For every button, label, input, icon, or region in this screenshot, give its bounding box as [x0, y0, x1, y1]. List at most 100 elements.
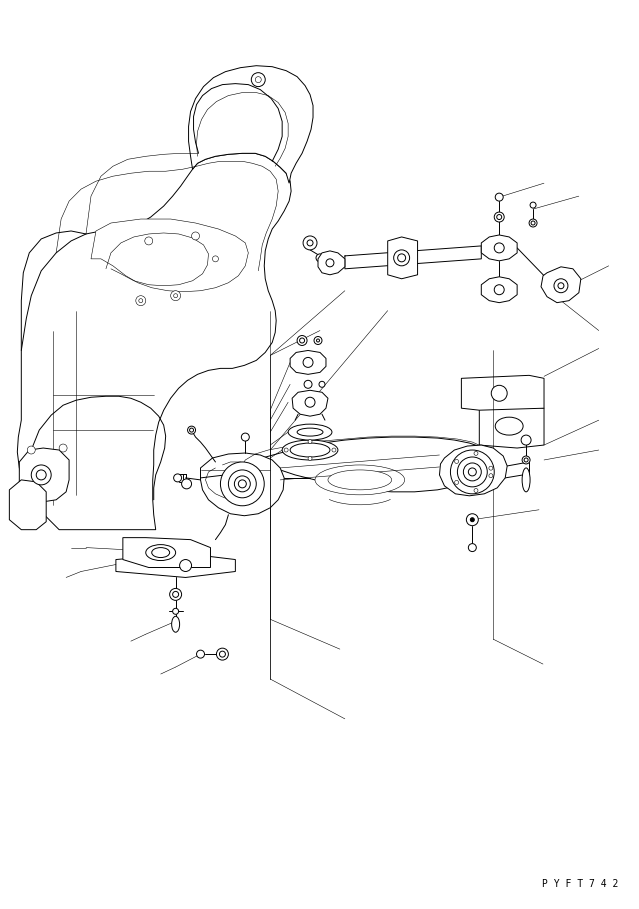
Circle shape [332, 448, 336, 452]
Text: P Y F T 7 4 2: P Y F T 7 4 2 [542, 879, 619, 889]
Ellipse shape [151, 547, 169, 557]
Circle shape [192, 232, 199, 240]
Circle shape [468, 468, 476, 476]
Ellipse shape [315, 465, 404, 494]
Circle shape [454, 481, 459, 484]
Polygon shape [440, 445, 507, 495]
Polygon shape [479, 405, 544, 448]
Circle shape [188, 426, 196, 435]
Circle shape [303, 236, 317, 250]
Circle shape [27, 446, 35, 454]
Circle shape [255, 76, 261, 83]
Circle shape [458, 457, 488, 487]
Circle shape [145, 237, 153, 245]
Circle shape [397, 254, 406, 262]
Circle shape [173, 608, 179, 614]
Circle shape [454, 459, 459, 464]
Polygon shape [388, 237, 417, 279]
Circle shape [171, 291, 181, 301]
Ellipse shape [146, 544, 176, 561]
Circle shape [468, 544, 476, 552]
Circle shape [529, 219, 537, 227]
Circle shape [554, 279, 568, 293]
Ellipse shape [495, 417, 523, 435]
Circle shape [494, 243, 504, 253]
Circle shape [173, 592, 179, 597]
Ellipse shape [172, 616, 180, 633]
Circle shape [139, 299, 142, 303]
Circle shape [308, 456, 312, 461]
Circle shape [494, 285, 504, 295]
Circle shape [59, 444, 67, 452]
Circle shape [394, 250, 410, 265]
Circle shape [474, 488, 478, 493]
Polygon shape [201, 453, 284, 515]
Circle shape [314, 336, 322, 345]
Circle shape [305, 397, 315, 407]
Polygon shape [123, 537, 210, 567]
Circle shape [530, 202, 536, 208]
Circle shape [304, 380, 312, 388]
Circle shape [522, 456, 530, 464]
Circle shape [466, 514, 479, 525]
Circle shape [297, 335, 307, 345]
Ellipse shape [522, 468, 530, 492]
Polygon shape [116, 554, 235, 577]
Polygon shape [318, 251, 345, 275]
Circle shape [470, 518, 474, 522]
Circle shape [180, 560, 192, 572]
Circle shape [307, 240, 313, 246]
Polygon shape [189, 65, 313, 184]
Circle shape [308, 440, 312, 444]
Circle shape [491, 385, 507, 401]
Circle shape [242, 433, 249, 441]
Circle shape [197, 650, 204, 658]
Circle shape [531, 221, 535, 225]
Circle shape [316, 254, 324, 262]
Circle shape [474, 452, 478, 455]
Ellipse shape [288, 425, 332, 440]
Circle shape [300, 338, 305, 343]
Polygon shape [461, 375, 544, 410]
Circle shape [217, 648, 228, 660]
Circle shape [489, 474, 493, 477]
Circle shape [174, 474, 181, 482]
Circle shape [558, 283, 564, 289]
Circle shape [169, 588, 181, 600]
Polygon shape [19, 448, 69, 502]
Circle shape [228, 470, 256, 498]
Ellipse shape [328, 470, 392, 490]
Circle shape [316, 339, 320, 342]
Polygon shape [481, 276, 517, 303]
Circle shape [450, 450, 494, 494]
Circle shape [235, 476, 250, 492]
Circle shape [219, 651, 226, 657]
Polygon shape [481, 235, 517, 261]
Ellipse shape [290, 443, 330, 457]
Circle shape [489, 466, 493, 470]
Circle shape [181, 479, 192, 489]
Circle shape [463, 463, 481, 481]
Polygon shape [226, 437, 493, 492]
Circle shape [284, 448, 288, 452]
Circle shape [303, 357, 313, 367]
Circle shape [36, 470, 46, 480]
Polygon shape [290, 351, 326, 375]
Circle shape [495, 193, 503, 201]
Circle shape [497, 215, 502, 220]
Circle shape [31, 465, 51, 484]
Polygon shape [91, 219, 249, 292]
Ellipse shape [297, 428, 323, 436]
Circle shape [494, 212, 504, 222]
Circle shape [220, 462, 265, 505]
Circle shape [251, 73, 265, 86]
Polygon shape [10, 480, 46, 530]
Circle shape [521, 435, 531, 445]
Circle shape [136, 295, 146, 305]
Circle shape [190, 428, 194, 432]
Circle shape [326, 259, 334, 267]
Circle shape [319, 381, 325, 387]
Polygon shape [541, 267, 581, 303]
Circle shape [238, 480, 246, 488]
Circle shape [524, 458, 528, 462]
